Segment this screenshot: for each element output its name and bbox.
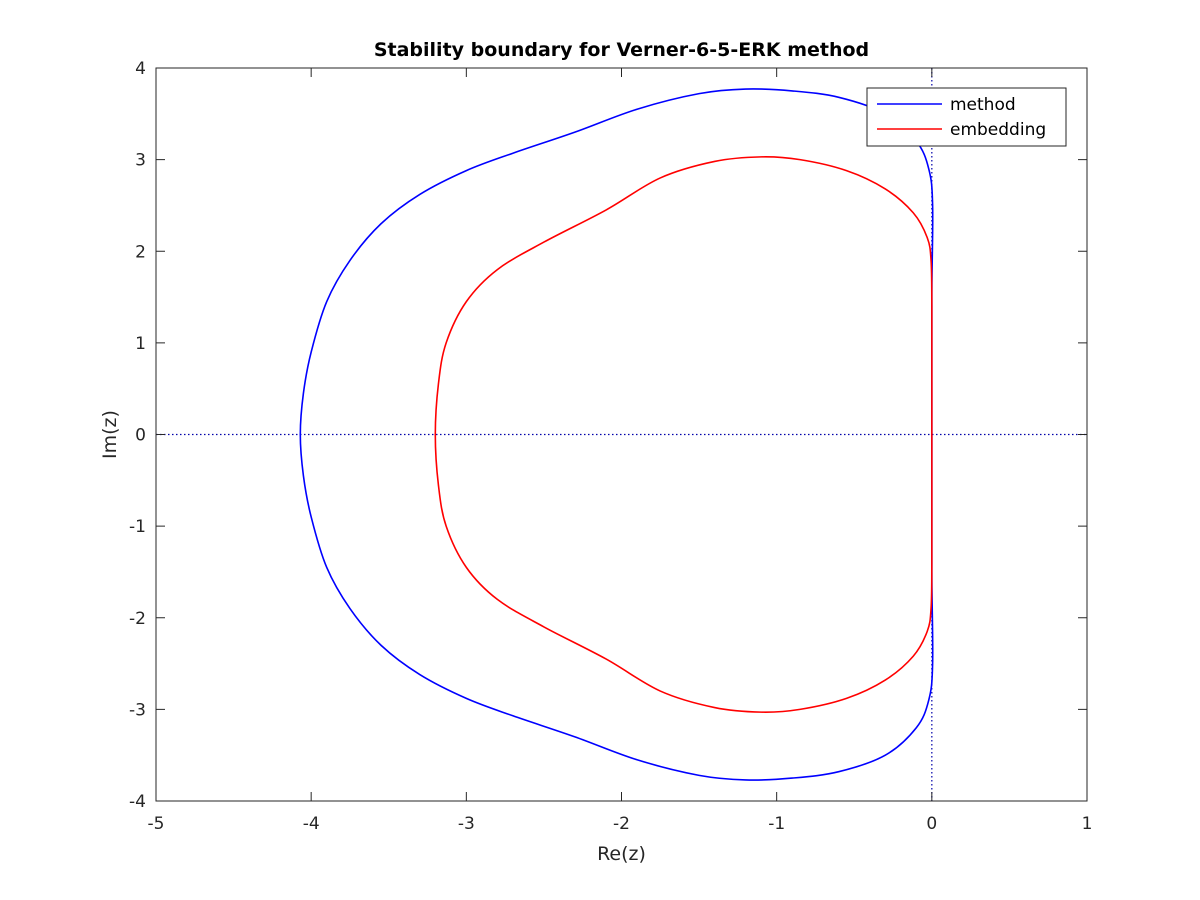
- y-tick-label: -2: [129, 609, 146, 629]
- x-axis-label: Re(z): [597, 843, 646, 865]
- y-tick-label: 1: [135, 334, 146, 354]
- y-axis-label: Im(z): [99, 410, 121, 459]
- x-tick-label: -3: [458, 814, 475, 834]
- legend-label-method: method: [950, 95, 1016, 115]
- chart-title: Stability boundary for Verner-6-5-ERK me…: [374, 39, 869, 61]
- x-tick-label: 1: [1082, 814, 1093, 834]
- series-line-method: [299, 88, 934, 781]
- y-tick-label: 0: [135, 426, 146, 446]
- y-tick-label: -3: [129, 700, 146, 720]
- y-tick-label: -4: [129, 792, 146, 812]
- legend: method embedding: [866, 87, 1067, 147]
- y-tick-label: -1: [129, 517, 146, 537]
- reference-lines: [156, 68, 1087, 801]
- legend-box: [866, 87, 1067, 147]
- x-tick-label: 0: [926, 814, 937, 834]
- x-tick-label: -4: [303, 814, 320, 834]
- y-tick-label: 2: [135, 242, 146, 262]
- y-tick-label: 3: [135, 151, 146, 171]
- x-tick-label: -1: [768, 814, 785, 834]
- series-layer: [299, 88, 934, 781]
- legend-label-embedding: embedding: [950, 120, 1046, 140]
- y-tick-label: 4: [135, 59, 146, 79]
- series-line-embedding: [434, 156, 933, 713]
- x-tick-label: -2: [613, 814, 630, 834]
- x-tick-label: -5: [148, 814, 165, 834]
